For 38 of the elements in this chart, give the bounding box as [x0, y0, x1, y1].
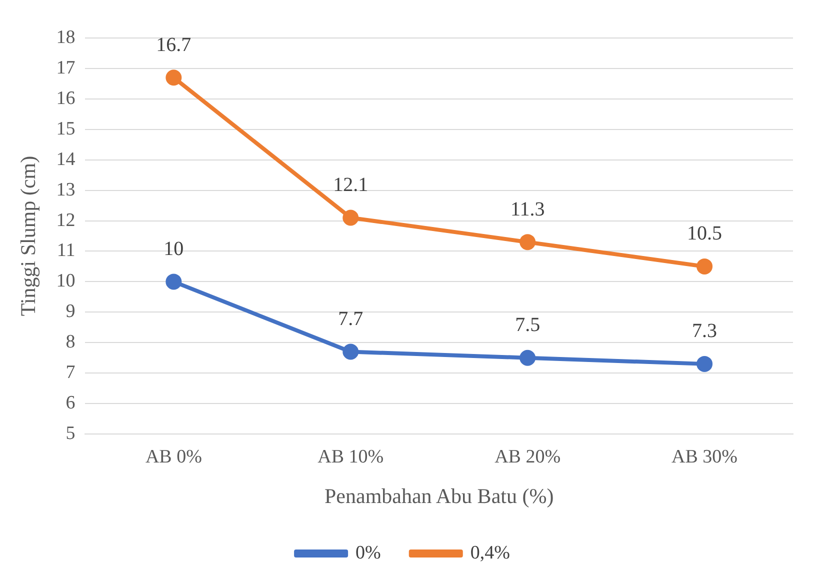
- x-tick-label: AB 0%: [145, 446, 202, 468]
- x-tick-label: AB 10%: [318, 446, 384, 468]
- y-tick-label: 10: [56, 270, 76, 292]
- point: [696, 356, 713, 372]
- data-label: 7.7: [338, 308, 364, 330]
- x-tick-label: AB 30%: [672, 446, 738, 468]
- y-tick-label: 18: [56, 26, 76, 48]
- y-tick-label: 13: [56, 179, 76, 200]
- y-axis-title: Tinggi Slump (cm): [16, 156, 40, 316]
- y-tick-label: 15: [56, 118, 76, 140]
- legend-label: 0,4%: [470, 542, 510, 564]
- y-tick-label: 14: [56, 148, 76, 170]
- data-label: 7.5: [515, 314, 540, 336]
- point: [696, 258, 713, 274]
- data-label: 10: [164, 238, 184, 260]
- point: [342, 344, 359, 360]
- y-tick-label: 12: [56, 210, 76, 231]
- point: [166, 274, 182, 290]
- y-tick-label: 16: [56, 88, 76, 109]
- y-tick-label: 17: [56, 57, 76, 78]
- point: [520, 234, 536, 250]
- y-tick-label: 6: [66, 392, 76, 414]
- y-tick-label: 11: [56, 240, 76, 262]
- data-label: 12.1: [333, 174, 368, 196]
- y-tick-label: 9: [66, 301, 76, 322]
- y-tick-label: 7: [66, 362, 76, 384]
- point: [520, 350, 536, 366]
- y-tick-label: 5: [66, 422, 76, 444]
- legend-label: 0%: [356, 542, 382, 564]
- data-label: 7.3: [692, 320, 718, 342]
- y-tick-label: 8: [66, 332, 76, 353]
- x-tick-label: AB 20%: [494, 446, 561, 468]
- point: [166, 70, 182, 86]
- x-axis-title: Penambahan Abu Batu (%): [324, 484, 554, 508]
- point: [342, 210, 359, 226]
- data-label: 16.7: [156, 34, 192, 56]
- data-label: 10.5: [687, 222, 722, 245]
- data-label: 11.3: [510, 198, 545, 220]
